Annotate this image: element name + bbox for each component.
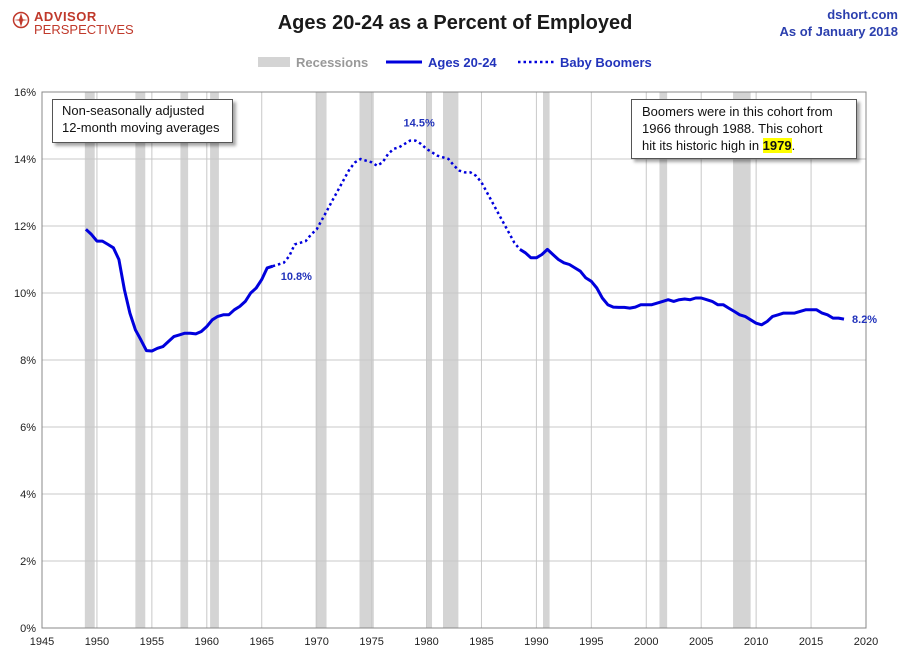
plot-border bbox=[41, 91, 867, 629]
data-label: 8.2% bbox=[852, 314, 877, 326]
logo-line2: PERSPECTIVES bbox=[34, 22, 134, 37]
x-axis: 1945 1950 1955 1960 1965 1970 1975 1980 1985 1990… bbox=[30, 636, 878, 648]
x-tick-label: 2000 bbox=[634, 636, 658, 648]
x-tick-label: 1995 bbox=[579, 636, 603, 648]
source-block: dshort.com As of January 2018 bbox=[779, 6, 898, 40]
y-tick-label: 2% bbox=[20, 556, 36, 568]
y-tick-label: 10% bbox=[14, 288, 36, 300]
x-tick-label: 1950 bbox=[85, 636, 109, 648]
x-tick-label: 2020 bbox=[854, 636, 878, 648]
y-tick-label: 16% bbox=[14, 87, 36, 99]
y-tick-label: 4% bbox=[20, 489, 36, 501]
compass-icon bbox=[12, 11, 30, 29]
as-of-date: As of January 2018 bbox=[779, 24, 898, 39]
x-tick-label: 1955 bbox=[140, 636, 164, 648]
note-line: 12-month moving averages bbox=[62, 120, 220, 135]
advisor-perspectives-logo: ADVISOR PERSPECTIVES bbox=[12, 7, 152, 41]
note-line: Non-seasonally adjusted bbox=[62, 103, 205, 118]
x-tick-label: 2010 bbox=[744, 636, 768, 648]
x-tick-label: 1970 bbox=[304, 636, 328, 648]
y-axis: 0% 2% 4% 6% 8% 10% 12% 14% 16% bbox=[14, 87, 36, 635]
series-line-ages-20-24 bbox=[84, 228, 274, 353]
chart-title: Ages 20-24 as a Percent of Employed bbox=[277, 12, 633, 34]
y-tick-label: 14% bbox=[14, 154, 36, 166]
y-tick-label: 8% bbox=[20, 355, 36, 367]
source-site: dshort.com bbox=[827, 7, 898, 22]
y-tick-label: 0% bbox=[20, 623, 36, 635]
legend-label-recessions: Recessions bbox=[296, 55, 368, 70]
legend: Recessions Ages 20-24 Baby Boomers bbox=[258, 55, 652, 70]
data-label: 10.8% bbox=[281, 271, 312, 283]
methodology-note: Non-seasonally adjusted 12-month moving … bbox=[52, 99, 233, 143]
legend-label-ages: Ages 20-24 bbox=[428, 55, 497, 70]
data-labels: 10.8% 14.5% 8.2% bbox=[281, 118, 878, 327]
x-tick-label: 1975 bbox=[359, 636, 383, 648]
data-label: 14.5% bbox=[404, 118, 435, 130]
logo-line1: ADVISOR bbox=[34, 9, 97, 24]
x-tick-label: 1960 bbox=[195, 636, 219, 648]
x-tick-label: 2005 bbox=[689, 636, 713, 648]
note-line: 1966 through 1988. This cohort bbox=[642, 121, 823, 136]
x-tick-label: 1980 bbox=[414, 636, 438, 648]
y-tick-label: 12% bbox=[14, 221, 36, 233]
x-tick-label: 1945 bbox=[30, 636, 54, 648]
highlighted-year: 1979 bbox=[762, 138, 792, 153]
series-line-baby-boomers bbox=[272, 139, 521, 268]
series bbox=[84, 139, 845, 353]
note-line: hit its historic high in 1979. bbox=[642, 137, 856, 154]
x-tick-label: 1965 bbox=[249, 636, 273, 648]
x-tick-label: 1990 bbox=[524, 636, 548, 648]
x-tick-label: 2015 bbox=[799, 636, 823, 648]
legend-label-boomers: Baby Boomers bbox=[560, 55, 652, 70]
note-text: hit its historic high in bbox=[642, 138, 763, 153]
note-text: . bbox=[791, 138, 796, 153]
note-line: Boomers were in this cohort from bbox=[642, 104, 833, 119]
series-line-ages-20-24 bbox=[519, 247, 845, 327]
boomers-note: Boomers were in this cohort from 1966 th… bbox=[631, 99, 857, 159]
legend-swatch-recessions bbox=[258, 57, 290, 67]
x-tick-label: 1985 bbox=[469, 636, 493, 648]
y-tick-label: 6% bbox=[20, 422, 36, 434]
